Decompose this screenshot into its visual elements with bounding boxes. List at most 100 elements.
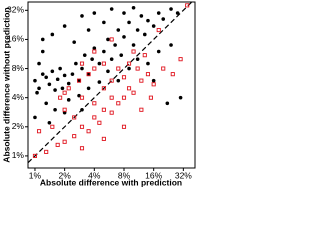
- point: [139, 78, 144, 83]
- point: [79, 95, 85, 100]
- point: [135, 66, 140, 71]
- point: [47, 82, 52, 87]
- point: [165, 101, 170, 106]
- point: [77, 93, 81, 98]
- point: [126, 61, 132, 66]
- point: [62, 24, 67, 28]
- point: [50, 124, 55, 129]
- point: [92, 115, 97, 120]
- point: [86, 72, 91, 77]
- point: [44, 101, 48, 106]
- y-tick-label: 2%: [12, 121, 25, 131]
- x-tick-label: 2%: [58, 170, 71, 180]
- point: [44, 149, 49, 154]
- point: [40, 37, 45, 42]
- point: [119, 53, 124, 57]
- point: [86, 72, 91, 76]
- point: [58, 95, 63, 100]
- point: [70, 72, 75, 76]
- point: [72, 134, 77, 139]
- point: [156, 11, 161, 15]
- point: [86, 129, 91, 134]
- point: [62, 90, 67, 95]
- point: [146, 61, 150, 66]
- point: [102, 49, 106, 54]
- point: [35, 90, 39, 95]
- y-tick-label: 16%: [7, 34, 24, 44]
- point: [109, 78, 114, 83]
- point: [92, 46, 97, 50]
- point: [80, 107, 84, 112]
- point: [175, 11, 180, 15]
- point: [106, 69, 110, 74]
- point: [135, 28, 140, 32]
- x-tick-label: 1%: [29, 170, 42, 180]
- point: [79, 124, 85, 129]
- point: [92, 66, 97, 71]
- plot-frame: [27, 1, 196, 169]
- point: [170, 72, 175, 77]
- point: [58, 66, 62, 71]
- x-tick-label: 8%: [118, 170, 131, 180]
- x-tick-label: 4%: [88, 170, 101, 180]
- point: [33, 78, 37, 83]
- point: [121, 75, 127, 80]
- y-tick-label: 1%: [12, 150, 25, 160]
- point: [77, 78, 81, 83]
- y-axis-title: Absolute difference without prediction: [1, 7, 11, 162]
- point: [127, 66, 131, 71]
- point: [55, 77, 60, 82]
- point: [32, 153, 38, 158]
- point: [101, 86, 106, 91]
- point: [113, 43, 117, 47]
- point: [79, 146, 85, 151]
- point: [121, 95, 127, 100]
- point: [131, 5, 136, 10]
- point: [92, 49, 97, 54]
- point: [90, 57, 94, 61]
- point: [156, 28, 161, 33]
- point: [169, 7, 173, 11]
- point: [145, 72, 151, 77]
- point: [109, 110, 114, 115]
- point: [116, 101, 121, 106]
- point: [135, 57, 140, 61]
- point: [106, 37, 110, 42]
- point: [148, 95, 153, 100]
- point: [185, 3, 190, 8]
- point: [82, 53, 87, 57]
- point: [151, 24, 156, 28]
- x-tick-label: 32%: [175, 170, 192, 180]
- point: [97, 80, 102, 84]
- point: [66, 98, 71, 102]
- point: [151, 78, 156, 83]
- point: [62, 107, 67, 112]
- point: [146, 18, 150, 23]
- point: [116, 28, 121, 32]
- point: [37, 86, 41, 91]
- point: [156, 49, 161, 54]
- point: [60, 86, 65, 91]
- point: [92, 11, 97, 15]
- point: [142, 53, 147, 58]
- x-axis-title: Absolute difference with prediction: [40, 177, 182, 187]
- point: [139, 107, 144, 112]
- point: [169, 43, 173, 47]
- point: [109, 57, 114, 61]
- point: [178, 57, 183, 62]
- point: [37, 61, 41, 66]
- point: [80, 66, 84, 71]
- point: [101, 107, 106, 112]
- point: [161, 66, 166, 71]
- point: [101, 61, 106, 66]
- chart: Absolute difference with prediction Abso…: [1, 1, 196, 187]
- point: [122, 35, 126, 39]
- point: [92, 101, 97, 106]
- point: [142, 32, 147, 37]
- point: [86, 86, 91, 91]
- point: [33, 115, 37, 120]
- point: [72, 40, 76, 44]
- point: [97, 61, 102, 66]
- point: [76, 78, 82, 83]
- y-tick-label: 4%: [12, 92, 25, 102]
